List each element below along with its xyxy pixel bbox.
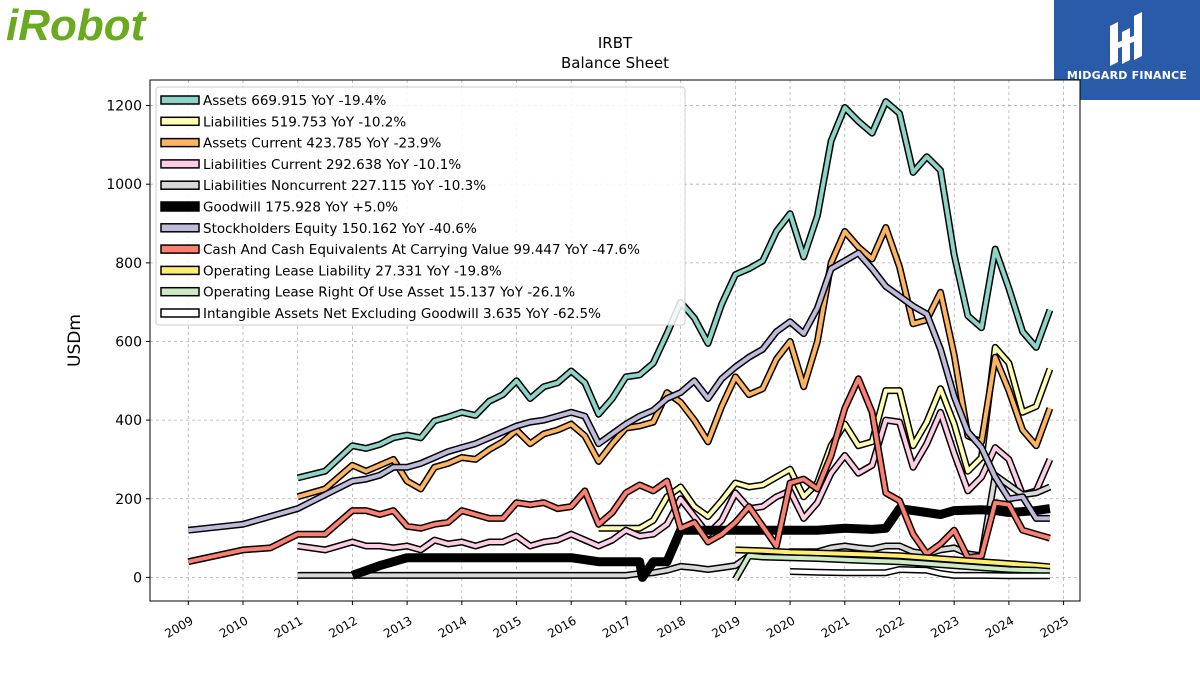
y-tick-label: 400 (115, 413, 142, 429)
legend: Assets 669.915 YoY -19.4% Liabilities 519… (155, 86, 686, 326)
y-tick-label: 200 (115, 492, 142, 508)
legend-label: Assets 669.915 YoY -19.4% (203, 93, 387, 109)
legend-item: Assets 669.915 YoY -19.4% (160, 93, 387, 109)
series-liabilities-current (297, 408, 1054, 554)
y-tick-label: 800 (115, 256, 142, 272)
midgard-finance-badge: MIDGARD FINANCE (1054, 0, 1200, 100)
series-assets (296, 98, 1054, 482)
legend-item: Goodwill 175.928 YoY +5.0% (160, 200, 398, 216)
legend-swatch (160, 159, 200, 169)
x-tick-label: 2012 (326, 613, 359, 640)
legend-item: Liabilities Noncurrent 227.115 YoY -10.3… (160, 178, 486, 194)
legend-label: Operating Lease Right Of Use Asset 15.13… (203, 285, 575, 301)
x-tick-label: 2017 (600, 613, 633, 640)
series-line (733, 553, 1051, 581)
chart-title: IRBT (597, 34, 633, 52)
legend-item: Cash And Cash Equivalents At Carrying Va… (160, 242, 640, 258)
x-tick-label: 2019 (709, 613, 742, 640)
legend-item: Assets Current 423.785 YoY -23.9% (160, 136, 442, 152)
legend-swatch (160, 265, 200, 276)
y-tick-label: 1000 (106, 177, 142, 193)
plot-frame (149, 79, 1081, 602)
legend-label: Cash And Cash Equivalents At Carrying Va… (203, 242, 640, 258)
x-tick-label: 2024 (983, 613, 1016, 640)
legend-item: Stockholders Equity 150.162 YoY -40.6% (160, 221, 477, 237)
legend-swatch (160, 180, 200, 190)
series-line (297, 410, 1052, 552)
legend-label: Liabilities Noncurrent 227.115 YoY -10.3… (203, 178, 486, 194)
x-tick-label: 2009 (162, 613, 195, 640)
legend-box (155, 86, 686, 326)
y-axis: 0 200 400 600 800 1000 1200 (106, 99, 150, 586)
legend-swatch (160, 137, 200, 148)
series-intangible-assets-net-excluding-goodwill (789, 566, 1050, 580)
legend-label: Liabilities 519.753 YoY -10.2% (203, 114, 406, 130)
midgard-finance-text: MIDGARD FINANCE (1066, 69, 1188, 82)
legend-label: Operating Lease Liability 27.331 YoY -19… (203, 263, 502, 279)
series-cash-and-cash-equivalents-at-carrying-value (187, 375, 1051, 566)
chart-title-block: IRBT Balance Sheet (150, 33, 1080, 73)
legend-swatch (160, 286, 200, 297)
x-tick-label: 2018 (655, 613, 688, 640)
series-operating-lease-liability (735, 546, 1051, 571)
legend-swatch (160, 116, 200, 127)
legend-swatch (160, 201, 200, 212)
legend-item: Intangible Assets Net Excluding Goodwill… (160, 306, 601, 322)
y-tick-label: 600 (115, 334, 142, 350)
x-tick-label: 2015 (491, 613, 524, 640)
legend-label: Stockholders Equity 150.162 YoY -40.6% (203, 221, 477, 237)
legend-label: Assets Current 423.785 YoY -23.9% (203, 136, 442, 152)
legend-swatch (160, 308, 200, 318)
series-line (297, 99, 1052, 480)
legend-swatch (160, 223, 200, 233)
series-operating-lease-right-of-use-asset (732, 552, 1051, 582)
legend-label: Intangible Assets Net Excluding Goodwill… (203, 306, 601, 322)
x-tick-label: 2016 (545, 613, 578, 640)
x-tick-label: 2025 (1038, 613, 1071, 640)
series-lines (187, 98, 1054, 582)
legend-item: Operating Lease Right Of Use Asset 15.13… (160, 285, 575, 301)
chart-subtitle: Balance Sheet (561, 54, 669, 72)
legend-item: Operating Lease Liability 27.331 YoY -19… (160, 263, 502, 279)
legend-label: Liabilities Current 292.638 YoY -10.1% (203, 157, 461, 173)
y-tick-label: 0 (133, 570, 142, 586)
legend-label: Goodwill 175.928 YoY +5.0% (203, 200, 398, 216)
x-tick-label: 2013 (381, 613, 414, 640)
x-tick-label: 2014 (436, 613, 469, 640)
y-tick-label: 1200 (106, 99, 142, 115)
legend-swatch (160, 95, 200, 105)
series-stockholders-equity (187, 249, 1050, 534)
irobot-logo-text: iRobot (6, 2, 148, 46)
irobot-logo: iRobot (6, 2, 148, 46)
series-line (790, 567, 1050, 578)
x-tick-label: 2011 (272, 613, 305, 640)
legend-item: Liabilities Current 292.638 YoY -10.1% (160, 157, 461, 173)
x-tick-label: 2021 (819, 613, 852, 640)
midgard-logo-icon (1110, 12, 1142, 66)
series-line (187, 376, 1051, 564)
x-axis: 2009 2010 2011 2012 2013 2014 2015 2016 2017 2018… (162, 601, 1071, 641)
x-tick-label: 2022 (874, 613, 907, 640)
series-line (735, 547, 1051, 569)
x-tick-label: 2010 (217, 613, 250, 640)
legend-swatch (160, 244, 200, 254)
series-line (188, 251, 1050, 533)
x-tick-label: 2020 (764, 613, 797, 640)
legend-item: Liabilities 519.753 YoY -10.2% (160, 114, 406, 130)
x-tick-label: 2023 (928, 613, 961, 640)
y-axis-label: USDm (65, 314, 85, 367)
